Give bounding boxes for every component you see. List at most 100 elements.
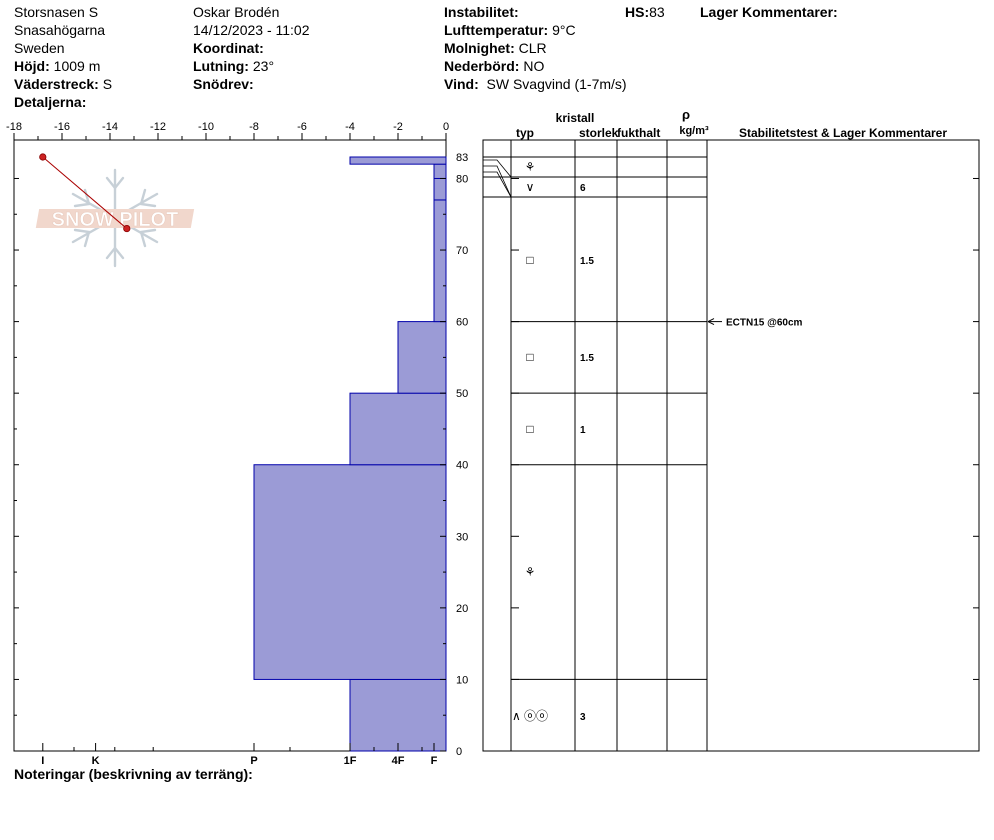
crystal-type-1: ⚘ [525,565,536,579]
layer-table-frame [482,139,980,752]
type-header: typ [516,126,534,140]
density-symbol: ρ [682,107,690,122]
region-name: Snasahögarna [14,22,106,38]
size-header: storlek [579,126,619,140]
precipitation-label: Nederbörd: [444,58,520,74]
coordinate-label: Koordinat: [193,40,264,56]
slope-label: Lutning: [193,58,249,74]
hardness-bar-5 [433,177,447,201]
aspect-value: S [102,76,113,92]
aspect-label: Väderstreck: [14,76,99,92]
details-label: Detaljerna: [14,94,87,110]
crystal-header: kristall [556,111,595,125]
air-temperature-value: 9°C [552,22,576,38]
hardness-label-4: 4F [392,755,405,767]
location-name: Storsnasen S [14,4,99,20]
observation-datetime: 14/12/2023 - 11:02 [193,22,310,38]
height-tick-label-0: 0 [456,746,462,758]
sky-cover-label: Molnighet: [444,40,515,56]
sky-cover: Molnighet: CLR [444,40,547,57]
precipitation-value: NO [523,58,545,74]
hardness-bar-2 [349,392,447,466]
air-temperature-label: Lufttemperatur: [444,22,549,38]
snow-height: HS:83 [625,4,665,21]
sky-cover-value: CLR [518,40,547,56]
hardness-bar-1 [253,464,447,680]
temperature-point-1 [123,224,131,233]
crystal-type-3: □ [526,350,533,364]
height-tick-label-9: 83 [456,152,468,164]
snow-height-value: 83 [649,4,665,20]
hardness-label-1: K [92,755,100,767]
aspect: Väderstreck: S [14,76,112,93]
temp-tick-label-8: -2 [393,121,403,133]
hardness-bar-4 [433,199,447,323]
hardness-bar-6 [433,163,447,179]
temp-tick-label-9: 0 [443,121,449,133]
crystal-size-5: 6 [580,183,586,194]
temp-tick-label-6: -6 [297,121,307,133]
air-temperature: Lufttemperatur: 9°C [444,22,576,39]
hardness-label-0: I [41,755,44,767]
crystal-type-6: ⚘ [525,160,536,174]
temp-tick-label-1: -16 [54,121,70,133]
elevation-value: 1009 m [53,58,101,74]
drift-label: Snödrev: [193,76,254,92]
density-unit: kg/m³ [679,125,709,137]
stability-test-label-0: ECTN15 @60cm [726,318,803,329]
hardness-label-3: 1F [344,755,357,767]
crystal-size-3: 1.5 [580,353,594,364]
precipitation: Nederbörd: NO [444,58,544,75]
snow-height-label: HS: [625,4,650,20]
stability-header: Stabilitetstest & Lager Kommentarer [739,126,947,140]
slope: Lutning: 23° [193,58,274,75]
hardness-bar-0 [349,678,447,752]
layer-connector-0 [483,159,512,178]
height-tick-label-8: 80 [456,173,468,185]
instability-label: Instabilitet: [444,4,519,20]
crystal-type-2: □ [526,422,533,436]
snowpilot-watermark: SNOW PILOT [35,168,195,268]
crystal-type-0: ∧ ⓞⓞ [512,709,548,723]
temperature-line-0 [42,156,128,229]
hardness-label-2: P [250,755,257,767]
crystal-size-0: 3 [580,712,586,723]
stability-arrowhead-0 [707,318,715,326]
slope-value: 23° [252,58,275,74]
observer-name: Oskar Brodén [193,4,280,20]
layer-connector-1 [483,165,512,198]
crystal-size-2: 1 [580,425,586,436]
height-tick-label-7: 70 [456,245,468,257]
temp-tick-label-3: -12 [150,121,166,133]
height-tick-label-5: 50 [456,388,468,400]
country-name: Sweden [14,40,65,56]
height-tick-label-1: 10 [456,674,468,686]
layer-connector-2 [483,171,512,198]
temp-tick-label-0: -18 [6,121,22,133]
hardness-bar-7 [349,156,447,165]
height-tick-label-3: 30 [456,531,468,543]
temp-tick-label-7: -4 [345,121,355,133]
hardness-bar-3 [397,321,447,394]
elevation: Höjd: 1009 m [14,58,100,75]
wind: Vind: SW Svagvind (1-7m/s) [444,76,627,93]
wind-label: Vind: [444,76,479,92]
temp-tick-label-2: -14 [102,121,118,133]
temp-tick-label-5: -8 [249,121,259,133]
terrain-notes-label: Noteringar (beskrivning av terräng): [14,766,253,782]
layer-comments-label: Lager Kommentarer: [700,4,838,20]
crystal-size-4: 1.5 [580,256,594,267]
elevation-label: Höjd: [14,58,50,74]
temp-tick-label-4: -10 [198,121,214,133]
height-tick-label-6: 60 [456,317,468,329]
height-tick-label-2: 20 [456,603,468,615]
hardness-label-5: F [431,755,438,767]
crystal-type-4: □ [526,253,533,267]
watermark-text: SNOW PILOT [52,209,179,231]
height-tick-label-4: 40 [456,460,468,472]
temperature-point-0 [39,153,47,161]
crystal-type-5: ∨ [526,180,535,194]
moisture-header: fukthalt [617,126,660,140]
wind-value: SW Svagvind (1-7m/s) [486,76,627,92]
